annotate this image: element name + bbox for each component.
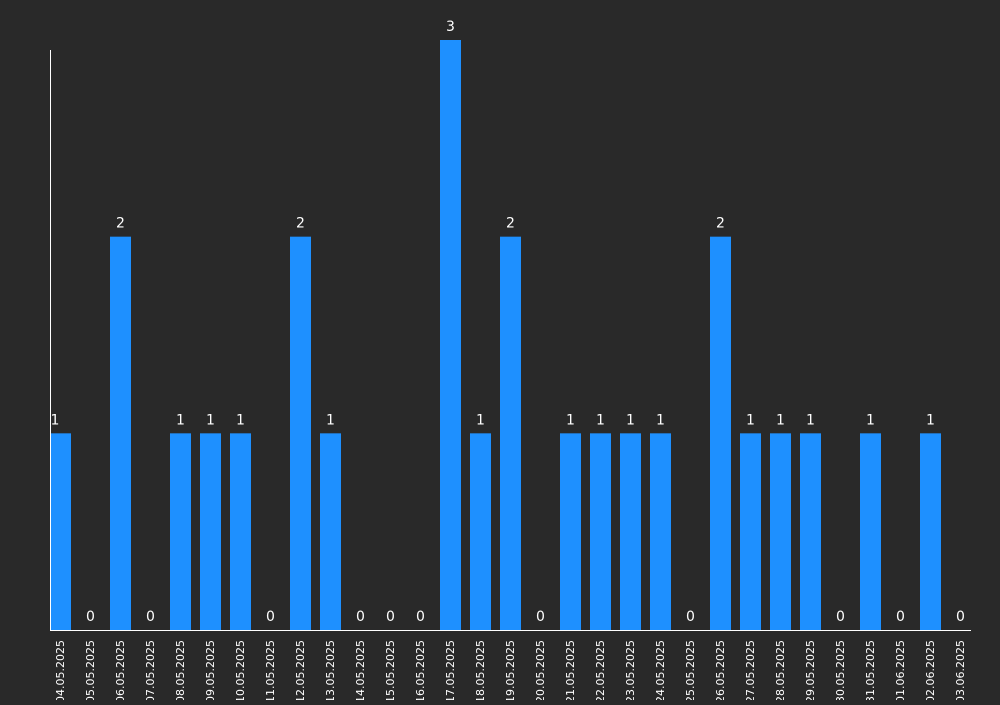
bar-24.05.2025 [650, 433, 671, 630]
x-tick-label-13.05.2025: 13.05.2025 [324, 640, 337, 700]
bar-09.05.2025 [200, 433, 221, 630]
value-label-05.05.2025: 0 [86, 609, 95, 625]
value-label-17.05.2025: 3 [446, 19, 455, 35]
bar-17.05.2025 [440, 40, 461, 630]
bar-18.05.2025 [470, 433, 491, 630]
value-label-16.05.2025: 0 [416, 609, 425, 625]
value-label-23.05.2025: 1 [626, 412, 635, 428]
value-label-08.05.2025: 1 [176, 412, 185, 428]
bar-28.05.2025 [770, 433, 791, 630]
bar-29.05.2025 [800, 433, 821, 630]
x-tick-label-14.05.2025: 14.05.2025 [354, 640, 367, 700]
bar-04.05.2025 [50, 433, 71, 630]
x-tick-label-09.05.2025: 09.05.2025 [204, 640, 217, 700]
value-label-28.05.2025: 1 [776, 412, 785, 428]
value-label-02.06.2025: 1 [926, 412, 935, 428]
bar-10.05.2025 [230, 433, 251, 630]
bar-06.05.2025 [110, 236, 131, 630]
x-tick-label-20.05.2025: 20.05.2025 [534, 640, 547, 700]
bar-26.05.2025 [710, 236, 731, 630]
x-tick-label-11.05.2025: 11.05.2025 [264, 640, 277, 700]
bars-layer [50, 40, 941, 630]
bar-21.05.2025 [560, 433, 581, 630]
x-tick-label-18.05.2025: 18.05.2025 [474, 640, 487, 700]
value-label-20.05.2025: 0 [536, 609, 545, 625]
x-tick-label-21.05.2025: 21.05.2025 [564, 640, 577, 700]
value-label-04.05.2025: 1 [51, 412, 60, 428]
bar-22.05.2025 [590, 433, 611, 630]
x-tick-label-02.06.2025: 02.06.2025 [924, 640, 937, 700]
value-label-24.05.2025: 1 [656, 412, 665, 428]
value-label-26.05.2025: 2 [716, 216, 725, 232]
bar-19.05.2025 [500, 236, 521, 630]
x-tick-label-05.05.2025: 05.05.2025 [84, 640, 97, 700]
value-label-19.05.2025: 2 [506, 216, 515, 232]
x-tick-label-04.05.2025: 04.05.2025 [54, 640, 67, 700]
x-tick-label-06.05.2025: 06.05.2025 [114, 640, 127, 700]
bar-12.05.2025 [290, 236, 311, 630]
x-tick-label-22.05.2025: 22.05.2025 [594, 640, 607, 700]
value-label-30.05.2025: 0 [836, 609, 845, 625]
value-label-09.05.2025: 1 [206, 412, 215, 428]
value-label-14.05.2025: 0 [356, 609, 365, 625]
value-label-15.05.2025: 0 [386, 609, 395, 625]
value-label-07.05.2025: 0 [146, 609, 155, 625]
x-tick-label-01.06.2025: 01.06.2025 [894, 640, 907, 700]
bar-27.05.2025 [740, 433, 761, 630]
x-tick-label-12.05.2025: 12.05.2025 [294, 640, 307, 700]
value-labels-layer: 1 0 2 0 1 1 1 0 2 1 0 0 0 3 1 2 0 1 1 1 1 0 2 1 1 1 0 1 0 1 0 [51, 19, 965, 625]
x-tick-label-07.05.2025: 07.05.2025 [144, 640, 157, 700]
bar-13.05.2025 [320, 433, 341, 630]
value-label-25.05.2025: 0 [686, 609, 695, 625]
x-tick-label-15.05.2025: 15.05.2025 [384, 640, 397, 700]
value-label-03.06.2025: 0 [956, 609, 965, 625]
bar-08.05.2025 [170, 433, 191, 630]
x-tick-label-17.05.2025: 17.05.2025 [444, 640, 457, 700]
x-tick-label-30.05.2025: 30.05.2025 [834, 640, 847, 700]
x-tick-label-24.05.2025: 24.05.2025 [654, 640, 667, 700]
bar-23.05.2025 [620, 433, 641, 630]
value-label-01.06.2025: 0 [896, 609, 905, 625]
value-label-21.05.2025: 1 [566, 412, 575, 428]
x-tick-label-27.05.2025: 27.05.2025 [744, 640, 757, 700]
value-label-31.05.2025: 1 [866, 412, 875, 428]
value-label-29.05.2025: 1 [806, 412, 815, 428]
bar-02.06.2025 [920, 433, 941, 630]
x-tick-label-03.06.2025: 03.06.2025 [954, 640, 967, 700]
x-tick-label-26.05.2025: 26.05.2025 [714, 640, 727, 700]
value-label-22.05.2025: 1 [596, 412, 605, 428]
value-label-12.05.2025: 2 [296, 216, 305, 232]
x-tick-label-23.05.2025: 23.05.2025 [624, 640, 637, 700]
x-tick-label-25.05.2025: 25.05.2025 [684, 640, 697, 700]
x-tick-label-16.05.2025: 16.05.2025 [414, 640, 427, 700]
x-tick-label-31.05.2025: 31.05.2025 [864, 640, 877, 700]
x-tick-label-29.05.2025: 29.05.2025 [804, 640, 817, 700]
value-label-06.05.2025: 2 [116, 216, 125, 232]
value-label-18.05.2025: 1 [476, 412, 485, 428]
x-tick-label-28.05.2025: 28.05.2025 [774, 640, 787, 700]
value-label-11.05.2025: 0 [266, 609, 275, 625]
value-label-13.05.2025: 1 [326, 412, 335, 428]
x-tick-label-10.05.2025: 10.05.2025 [234, 640, 247, 700]
x-tick-label-19.05.2025: 19.05.2025 [504, 640, 517, 700]
x-tick-labels-layer: 04.05.2025 05.05.2025 06.05.2025 07.05.2025… [54, 640, 967, 703]
x-tick-label-08.05.2025: 08.05.2025 [174, 640, 187, 700]
value-label-10.05.2025: 1 [236, 412, 245, 428]
value-label-27.05.2025: 1 [746, 412, 755, 428]
bar-31.05.2025 [860, 433, 881, 630]
